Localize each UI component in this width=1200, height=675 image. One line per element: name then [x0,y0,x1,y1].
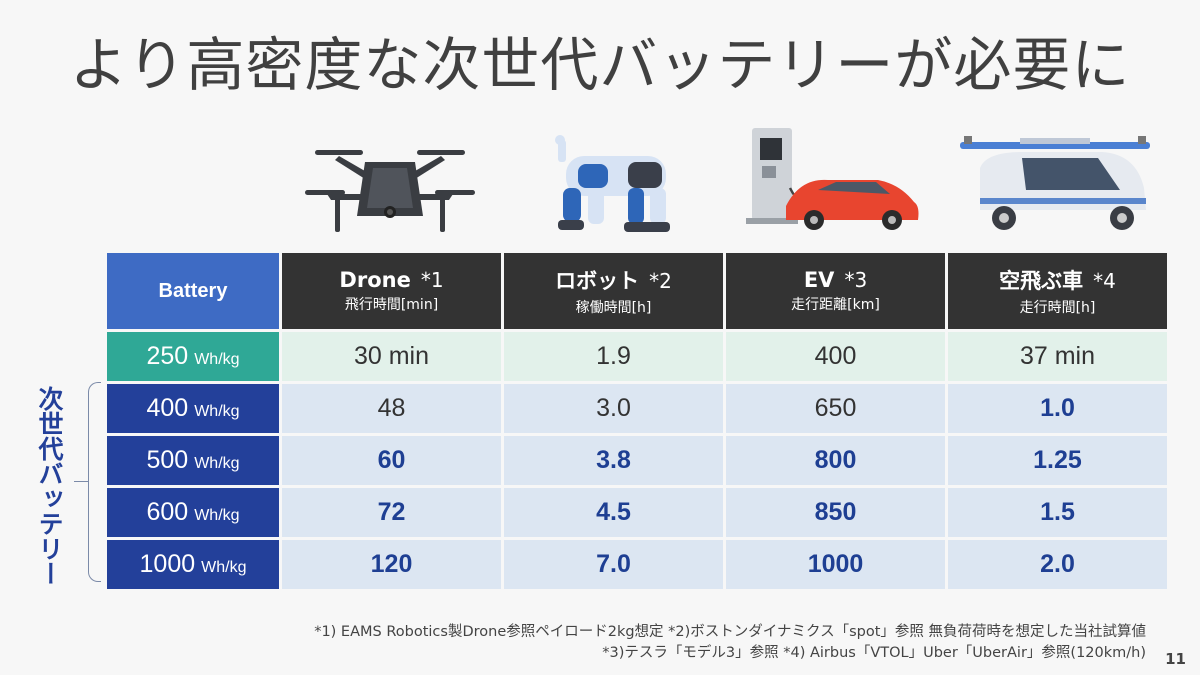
table-cell: 2.0 [948,540,1167,589]
robot-dog-icon [518,128,708,240]
table-row: 250 Wh/kg 30 min 1.9 400 37 min [107,332,1167,381]
battery-comparison-table: Battery Drone *1 飛行時間[min] ロボット *2 稼働時間[h]… [104,250,1170,592]
table-cell: 3.0 [504,384,723,433]
table-cell: 60 [282,436,501,485]
table-cell: 120 [282,540,501,589]
table-cell: 1.5 [948,488,1167,537]
battery-value: 500 Wh/kg [107,436,279,485]
table-cell: 7.0 [504,540,723,589]
table-cell: 4.5 [504,488,723,537]
battery-value: 250 Wh/kg [107,332,279,381]
drone-icon [295,128,485,240]
table-header-row: Battery Drone *1 飛行時間[min] ロボット *2 稼働時間[h]… [107,253,1167,329]
table-cell: 37 min [948,332,1167,381]
table-row: 1000 Wh/kg 120 7.0 1000 2.0 [107,540,1167,589]
column-header-ev: EV *3 走行距離[km] [726,253,945,329]
ev-charging-icon [740,128,930,240]
column-header-flying-car: 空飛ぶ車 *4 走行時間[h] [948,253,1167,329]
table-cell: 1.0 [948,384,1167,433]
table-cell: 72 [282,488,501,537]
column-header-robot: ロボット *2 稼働時間[h] [504,253,723,329]
table-cell: 1000 [726,540,945,589]
table-cell: 30 min [282,332,501,381]
footnote-line: *3)テスラ「モデル3」参照 *4) Airbus「VTOL」Uber「Uber… [602,645,1146,661]
table-row: 500 Wh/kg 60 3.8 800 1.25 [107,436,1167,485]
table-cell: 1.25 [948,436,1167,485]
page-number: 11 [1165,650,1186,668]
flying-car-icon [960,128,1150,240]
table-cell: 1.9 [504,332,723,381]
footnote-line: *1) EAMS Robotics製Drone参照ペイロード2kg想定 *2)ボ… [314,624,1146,640]
column-header-drone: Drone *1 飛行時間[min] [282,253,501,329]
table-cell: 850 [726,488,945,537]
bracket-tip [74,481,88,482]
page-title: より高密度な次世代バッテリーが必要に [69,31,1131,99]
table-cell: 3.8 [504,436,723,485]
battery-value: 400 Wh/kg [107,384,279,433]
battery-header: Battery [107,253,279,329]
table-row: 400 Wh/kg 48 3.0 650 1.0 [107,384,1167,433]
battery-value: 1000 Wh/kg [107,540,279,589]
table-cell: 800 [726,436,945,485]
table-cell: 48 [282,384,501,433]
table-cell: 400 [726,332,945,381]
next-gen-battery-label: 次世代バッテリー [35,386,64,586]
battery-value: 600 Wh/kg [107,488,279,537]
footnotes: *1) EAMS Robotics製Drone参照ペイロード2kg想定 *2)ボ… [314,622,1146,664]
table-cell: 650 [726,384,945,433]
next-gen-bracket [88,382,101,582]
table-row: 600 Wh/kg 72 4.5 850 1.5 [107,488,1167,537]
